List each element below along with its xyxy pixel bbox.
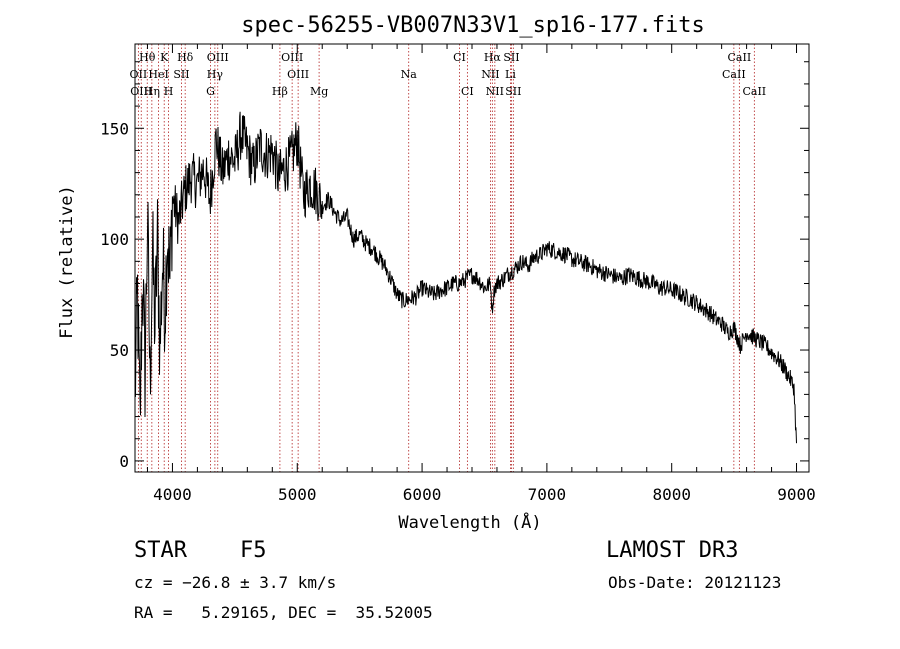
line-label-18: OIII	[130, 85, 152, 98]
line-label-17: CaII	[722, 68, 746, 81]
line-label-16: Li	[505, 68, 516, 81]
obs-date: Obs-Date: 20121123	[608, 573, 782, 592]
y-axis-label: Flux (relative)	[57, 185, 77, 339]
line-label-21: G	[206, 85, 215, 98]
line-label-19: Hη	[144, 85, 160, 98]
x-tick-label: 7000	[528, 485, 567, 504]
x-tick-label: 8000	[652, 485, 691, 504]
y-tick-label: 100	[100, 230, 129, 249]
x-tick-label: 4000	[153, 485, 192, 504]
line-label-8: CaII	[728, 51, 752, 64]
survey-label: LAMOST DR3	[606, 538, 739, 563]
emission-lines-layer	[137, 44, 755, 472]
subclass-label: F5	[240, 538, 267, 563]
y-axis: 0 50 100 150	[100, 61, 809, 471]
line-label-26: SII	[505, 85, 521, 98]
spectrum-layer	[134, 111, 797, 444]
line-label-20: H	[164, 85, 174, 98]
y-tick-label: 150	[100, 119, 129, 138]
line-label-7: SII	[503, 51, 519, 64]
cz-value: cz = −26.8 ± 3.7 km/s	[134, 573, 337, 592]
x-tick-label: 9000	[777, 485, 816, 504]
ra-dec: RA = 5.29165, DEC = 35.52005	[134, 603, 433, 622]
line-label-15: NII	[481, 68, 499, 81]
line-label-1: K	[160, 51, 169, 64]
x-tick-label: 5000	[278, 485, 317, 504]
line-label-3: OIII	[207, 51, 229, 64]
line-label-11: SII	[173, 68, 189, 81]
line-label-2: Hδ	[177, 51, 194, 64]
plot-frame	[134, 43, 810, 473]
line-label-22: Hβ	[272, 85, 288, 98]
line-label-6: Hα	[484, 51, 502, 64]
line-label-13: OIII	[287, 68, 309, 81]
x-tick-label: 6000	[403, 485, 442, 504]
chart-title: spec-56255-VB007N33V1_sp16-177.fits	[241, 13, 705, 38]
y-tick-label: 50	[110, 341, 129, 360]
line-label-23: Mg	[310, 85, 328, 98]
line-label-9: OII	[130, 68, 148, 81]
x-axis-label: Wavelength (Å)	[398, 511, 541, 533]
line-label-10: HeI	[148, 68, 168, 81]
spectrum-line	[134, 111, 797, 444]
line-label-0: Hθ	[139, 51, 156, 64]
x-axis: 4000 5000 6000 7000 8000 9000	[146, 44, 816, 504]
line-label-14: Na	[401, 68, 418, 81]
line-label-5: CI	[453, 51, 466, 64]
y-tick-label: 0	[119, 452, 129, 471]
line-label-25: NII	[486, 85, 504, 98]
line-label-4: OIII	[281, 51, 303, 64]
line-label-24: CI	[461, 85, 474, 98]
class-label: STAR	[134, 538, 187, 563]
line-label-12: Hγ	[207, 68, 224, 81]
line-label-27: CaII	[742, 85, 766, 98]
